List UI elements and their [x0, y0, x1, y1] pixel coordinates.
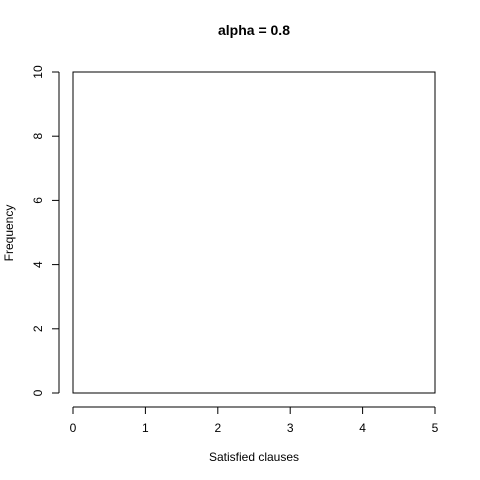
x-tick-label: 4 — [359, 421, 366, 435]
y-tick-label: 6 — [31, 197, 45, 204]
y-axis-label: Frequency — [2, 205, 16, 262]
y-axis-ticks: 0 2 4 6 8 10 — [31, 65, 59, 396]
y-tick-label: 8 — [31, 133, 45, 140]
plot-area-frame — [72, 71, 436, 394]
chart-title: alpha = 0.8 — [218, 22, 290, 38]
x-tick-label: 5 — [432, 421, 439, 435]
x-tick-label: 1 — [142, 421, 149, 435]
y-tick-label: 10 — [31, 65, 45, 79]
x-tick-label: 3 — [287, 421, 294, 435]
y-tick-label: 2 — [31, 325, 45, 332]
y-tick-label: 0 — [31, 389, 45, 396]
x-axis-label: Satisfied clauses — [209, 450, 299, 464]
x-tick-label: 2 — [214, 421, 221, 435]
x-axis-ticks: 0 1 2 3 4 5 — [70, 407, 439, 435]
x-tick-label: 0 — [70, 421, 77, 435]
y-tick-label: 4 — [31, 261, 45, 268]
